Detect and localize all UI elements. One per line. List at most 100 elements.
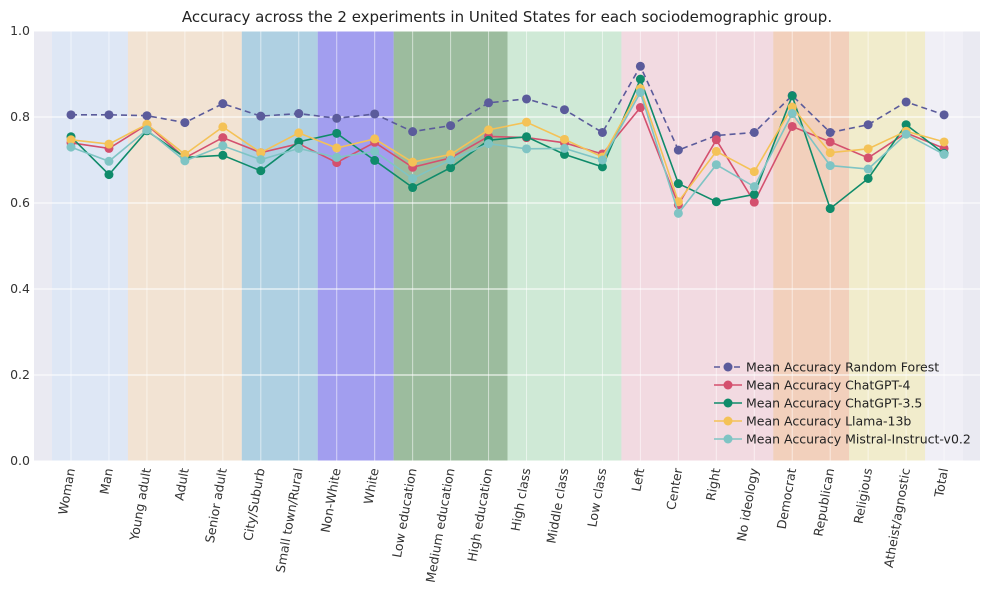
data-point [256, 166, 266, 176]
data-point [559, 143, 569, 153]
x-tick-label: Democrat [774, 467, 800, 530]
data-point [711, 146, 721, 156]
x-tick-label: Low class [584, 467, 609, 528]
data-point [408, 173, 418, 183]
data-point [408, 157, 418, 167]
x-tick-label: City/Suburb [240, 467, 268, 542]
data-point [787, 109, 797, 119]
data-point [142, 125, 152, 135]
y-tick-label: 0.8 [10, 109, 30, 124]
data-point [522, 117, 532, 127]
data-point [446, 155, 456, 165]
legend-label: Mean Accuracy Random Forest [746, 360, 939, 375]
x-tick-label: Right [703, 467, 724, 502]
data-point [370, 134, 380, 144]
data-point [522, 144, 532, 154]
data-point [446, 121, 456, 131]
series-4 [66, 87, 949, 218]
data-point [218, 150, 228, 160]
band-7 [773, 31, 850, 461]
x-tick-label: Small town/Rural [273, 467, 306, 574]
data-point [825, 127, 835, 137]
chart-title: Accuracy across the 2 experiments in Uni… [182, 8, 832, 26]
data-point [66, 110, 76, 120]
data-point [939, 110, 949, 120]
data-point [635, 103, 645, 113]
band-0 [52, 31, 128, 461]
data-point [522, 94, 532, 104]
series-line [71, 64, 945, 152]
data-point [180, 156, 190, 166]
data-point [939, 137, 949, 147]
data-point [749, 127, 759, 137]
data-point [332, 152, 342, 162]
legend-marker [723, 398, 733, 408]
x-axis: Woman Man Young adult Adult Senior adult City… [55, 466, 951, 584]
data-point [484, 125, 494, 135]
x-tick-label: Man [97, 467, 116, 496]
y-tick-label: 0.2 [10, 367, 30, 382]
data-point [332, 128, 342, 138]
data-point [863, 120, 873, 130]
grid-lines [34, 30, 980, 462]
y-tick-label: 0.0 [10, 453, 30, 468]
data-point [711, 160, 721, 170]
data-point [256, 155, 266, 165]
legend-marker [723, 380, 733, 390]
data-point [635, 87, 645, 97]
data-point [218, 141, 228, 151]
x-tick-label: Senior adult [202, 467, 230, 544]
data-point [825, 137, 835, 147]
data-point [597, 127, 607, 137]
data-point [673, 145, 683, 155]
data-point [825, 204, 835, 214]
x-tick-label: Low education [389, 467, 420, 559]
data-point [104, 156, 114, 166]
data-point [635, 61, 645, 71]
x-tick-label: High class [508, 467, 534, 532]
data-point [749, 182, 759, 192]
data-point [104, 139, 114, 149]
data-point [218, 122, 228, 132]
data-point [863, 164, 873, 174]
y-axis: 0.0 0.2 0.4 0.6 0.8 1.0 [10, 23, 30, 468]
legend-marker [723, 362, 733, 372]
data-point [673, 208, 683, 218]
y-tick-label: 1.0 [10, 23, 30, 38]
data-point [218, 133, 228, 143]
data-point [559, 105, 569, 115]
x-tick-label: Young adult [126, 467, 154, 543]
data-point [825, 148, 835, 158]
x-tick-label: No ideology [734, 466, 762, 542]
data-point [294, 128, 304, 138]
data-point [256, 111, 266, 121]
data-point [711, 197, 721, 207]
data-point [180, 118, 190, 128]
data-point [522, 132, 532, 142]
data-point [370, 109, 380, 119]
x-tick-label: Woman [55, 467, 78, 516]
data-point [256, 148, 266, 158]
band-8 [849, 31, 926, 461]
data-point [711, 135, 721, 145]
legend-label: Mean Accuracy ChatGPT-4 [746, 378, 911, 393]
data-point [597, 162, 607, 172]
data-point [825, 161, 835, 171]
data-point [66, 142, 76, 152]
data-point [635, 74, 645, 84]
series-lines [66, 61, 949, 218]
legend-label: Mean Accuracy Mistral-Instruct-v0.2 [746, 432, 971, 447]
x-tick-label: Medium education [423, 467, 458, 584]
series-0 [66, 61, 949, 155]
data-point [66, 135, 76, 145]
legend: Mean Accuracy Random Forest Mean Accuracy… [714, 360, 971, 447]
y-tick-label: 0.6 [10, 195, 30, 210]
x-tick-label: Middle class [543, 467, 571, 545]
legend-marker [723, 434, 733, 444]
data-point [749, 189, 759, 199]
data-point [787, 91, 797, 101]
data-point [484, 139, 494, 149]
data-point [370, 155, 380, 165]
x-tick-label: Total [931, 467, 951, 499]
